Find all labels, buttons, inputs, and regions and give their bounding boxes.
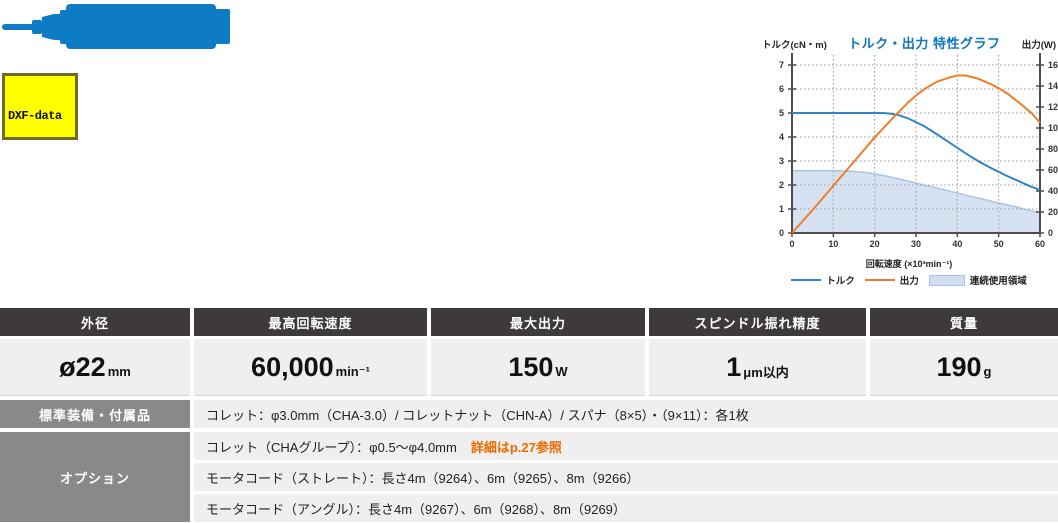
spec-value-mass: 190 g xyxy=(870,339,1058,396)
svg-text:20: 20 xyxy=(870,239,880,249)
svg-text:0: 0 xyxy=(789,239,794,249)
chart-title: トルク・出力 特性グラフ xyxy=(848,36,1001,51)
value-unit: min⁻¹ xyxy=(335,363,370,379)
svg-text:100: 100 xyxy=(1048,123,1058,133)
spec-header-outer-diameter: 外径 xyxy=(0,308,190,336)
chart-legend: トルク 出力 連続使用領域 xyxy=(760,272,1058,288)
legend-item-torque: トルク xyxy=(791,273,855,287)
torque-line-swatch xyxy=(791,279,822,281)
standard-accessories-row: 標準装備・付属品 コレット：φ3.0mm（CHA-3.0）/ コレットナット（C… xyxy=(0,400,1058,428)
value-unit: μm以内 xyxy=(743,365,789,380)
spec-table: 外径 最高回転速度 最大出力 スピンドル振れ精度 質量 ø22 mm 60,00… xyxy=(0,308,1058,396)
value-number: 150 xyxy=(508,351,554,382)
svg-text:120: 120 xyxy=(1048,102,1058,112)
svg-text:0: 0 xyxy=(1048,228,1053,238)
svg-text:80: 80 xyxy=(1048,144,1058,154)
svg-text:60: 60 xyxy=(1035,239,1045,249)
option-collet-line: コレット（CHAグループ）：φ0.5～φ4.0mm 詳細はp.27参照 xyxy=(194,432,1058,460)
spec-header-runout: スピンドル振れ精度 xyxy=(649,308,866,336)
option-text: コレット（CHAグループ）：φ0.5～φ4.0mm xyxy=(206,439,457,455)
svg-text:160: 160 xyxy=(1048,60,1058,70)
svg-text:4: 4 xyxy=(779,132,784,142)
svg-text:60: 60 xyxy=(1048,165,1058,175)
spec-header-max-speed: 最高回転速度 xyxy=(194,308,427,336)
value-number: 60,000 xyxy=(251,351,334,382)
legend-label: 出力 xyxy=(899,276,919,287)
x-axis-label: 回転速度 (×10³min⁻¹) xyxy=(865,259,953,269)
svg-text:2: 2 xyxy=(779,180,784,190)
torque-output-chart: トルク(cN・m) トルク・出力 特性グラフ 出力(W) 0 1 2 3 4 5 6 7 0 20… xyxy=(760,33,1058,288)
value-unit: W xyxy=(555,364,568,379)
spec-value-max-output: 150 W xyxy=(431,339,645,396)
spec-value-outer-diameter: ø22 mm xyxy=(0,339,190,396)
detail-section: 標準装備・付属品 コレット：φ3.0mm（CHA-3.0）/ コレットナット（C… xyxy=(0,400,1058,523)
svg-text:1: 1 xyxy=(779,204,784,214)
standard-accessories-content: コレット：φ3.0mm（CHA-3.0）/ コレットナット（CHN-A）/ スパ… xyxy=(194,400,1058,428)
legend-item-continuous-zone: 連続使用領域 xyxy=(928,273,1027,287)
output-line-swatch xyxy=(864,279,895,281)
value-number: ø22 xyxy=(59,351,106,382)
value-unit: g xyxy=(983,364,992,379)
spindle-product-image xyxy=(2,4,230,49)
option-motor-cord-angle-line: モータコード（アングル）：長さ4m（9267）、6m（9268）、8m（9269… xyxy=(194,494,1058,522)
svg-text:0: 0 xyxy=(779,228,784,238)
see-page-27-link[interactable]: 詳細はp.27参照 xyxy=(470,439,562,455)
svg-text:30: 30 xyxy=(911,239,921,249)
svg-text:140: 140 xyxy=(1048,81,1058,91)
spec-header-mass: 質量 xyxy=(870,308,1058,336)
options-label: オプション xyxy=(0,432,190,522)
chart-header: トルク(cN・m) トルク・出力 特性グラフ 出力(W) xyxy=(760,33,1058,51)
accessories-text: コレット：φ3.0mm（CHA-3.0）/ コレットナット（CHN-A）/ スパ… xyxy=(206,407,749,423)
legend-label: 連続使用領域 xyxy=(969,276,1027,287)
spec-header-max-output: 最大出力 xyxy=(431,308,645,336)
value-unit: mm xyxy=(107,364,131,379)
svg-text:6: 6 xyxy=(779,84,784,94)
spec-value-runout: 1 μm以内 xyxy=(649,339,866,396)
option-text: モータコード（ストレート）：長さ4m（9264）、6m（9265）、8m（926… xyxy=(206,470,640,486)
svg-text:10: 10 xyxy=(828,239,838,249)
svg-text:20: 20 xyxy=(1048,207,1058,217)
svg-text:7: 7 xyxy=(779,60,784,70)
dxf-data-button-label: DXF-data xyxy=(8,109,62,123)
option-motor-cord-straight-line: モータコード（ストレート）：長さ4m（9264）、6m（9265）、8m（926… xyxy=(194,463,1058,491)
dxf-data-button[interactable]: DXF-data xyxy=(2,73,78,140)
legend-label: トルク xyxy=(826,276,855,287)
continuous-zone-swatch xyxy=(928,274,965,286)
standard-accessories-label: 標準装備・付属品 xyxy=(0,400,190,428)
spec-value-max-speed: 60,000 min⁻¹ xyxy=(194,339,427,396)
legend-item-output: 出力 xyxy=(864,273,919,287)
svg-text:5: 5 xyxy=(779,108,784,118)
option-text: モータコード（アングル）：長さ4m（9267）、6m（9268）、8m（9269… xyxy=(206,501,626,517)
left-axis-label: トルク(cN・m) xyxy=(762,40,827,51)
value-number: 190 xyxy=(936,351,982,382)
svg-text:3: 3 xyxy=(779,156,784,166)
chart-plot-area: 0 1 2 3 4 5 6 7 0 20 40 60 80 100 120 140 160 0 10 20 30 40 50… xyxy=(779,53,1058,249)
options-row: オプション コレット（CHAグループ）：φ0.5～φ4.0mm 詳細はp.27参… xyxy=(0,432,1058,522)
svg-text:50: 50 xyxy=(994,239,1004,249)
svg-text:40: 40 xyxy=(952,239,962,249)
options-lines: コレット（CHAグループ）：φ0.5～φ4.0mm 詳細はp.27参照 モータコ… xyxy=(194,432,1058,522)
right-axis-label: 出力(W) xyxy=(1021,40,1056,51)
svg-text:40: 40 xyxy=(1048,186,1058,196)
value-number: 1 xyxy=(726,351,742,382)
